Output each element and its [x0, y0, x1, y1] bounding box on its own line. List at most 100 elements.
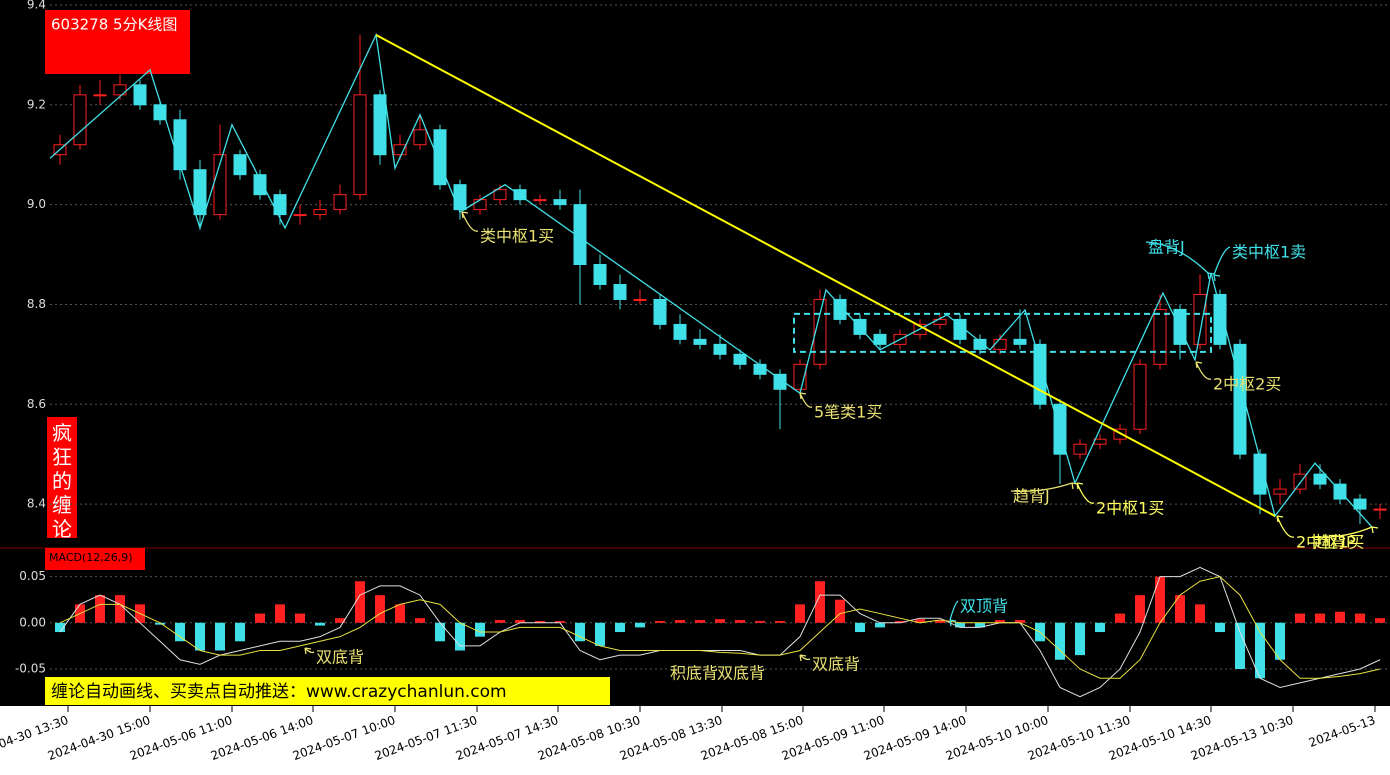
annotation-arrow: [1195, 361, 1212, 380]
candle-body: [873, 333, 887, 345]
y-tick-label: 9.4: [27, 0, 46, 11]
candle-body: [1153, 308, 1167, 365]
chart-title: 603278 5分K线图: [51, 16, 177, 34]
y-tick-label: 8.6: [27, 397, 46, 411]
candle-body: [1213, 293, 1227, 345]
annotation-arrow: [461, 211, 479, 232]
candle-body: [573, 204, 587, 266]
annotation-arrow: [1076, 482, 1095, 504]
annotation-arrow: [304, 647, 315, 655]
y-tick-label: 8.8: [27, 297, 46, 311]
candle-body: [753, 363, 767, 375]
candle-body: [1373, 508, 1387, 511]
candle-body: [133, 84, 147, 106]
candle-body: [1073, 443, 1087, 455]
annotation: 双底背: [812, 655, 860, 674]
candle-body: [1013, 338, 1027, 345]
candle-body: [733, 353, 747, 365]
candle-body: [1273, 488, 1287, 495]
candle-body: [333, 194, 347, 211]
y-tick-label: 9.0: [27, 197, 46, 211]
annotation: 2中枢1买: [1096, 499, 1164, 518]
candle-body: [593, 264, 607, 285]
annotation-arrow: [1145, 241, 1215, 280]
macd-line: [59, 566, 1381, 698]
annotation: 双底背: [717, 664, 765, 683]
x-tick-label: 2024-05-13: [1307, 713, 1377, 750]
candle-body: [993, 338, 1007, 350]
stroke-line: [49, 32, 1373, 528]
annotation-arrow: [1311, 526, 1379, 538]
candle-body: [233, 154, 247, 176]
candle-body: [613, 283, 627, 300]
title-box: [45, 10, 190, 74]
trend-line: [375, 34, 1276, 517]
candle-body: [633, 298, 647, 301]
annotation-arrow: [799, 392, 813, 408]
annotation-arrow: [949, 600, 959, 627]
candle-body: [553, 199, 567, 206]
candle-body: [293, 214, 307, 217]
candle-body: [473, 199, 487, 211]
banner: 缠论自动画线、买卖点自动推送：www.crazychanlun.com: [51, 682, 507, 702]
annotation: 趋背P: [1314, 533, 1356, 552]
candle-body: [153, 104, 167, 121]
candle-body: [653, 298, 667, 325]
pivot-box: [793, 312, 1212, 353]
side-label: 疯狂的缠论: [52, 421, 72, 541]
annotation: 5笔类1买: [814, 403, 882, 422]
candle-body: [693, 338, 707, 345]
annotation: 双底背: [316, 648, 364, 667]
candle-body: [953, 318, 967, 340]
candle-body: [673, 323, 687, 340]
candle-body: [1133, 363, 1147, 430]
candle-body: [1313, 473, 1327, 485]
annotation-arrow: [1213, 246, 1231, 282]
y-tick-label: 0.00: [19, 615, 46, 629]
candle-body: [1093, 438, 1107, 445]
candle-body: [273, 194, 287, 216]
annotation-arrow: [799, 654, 811, 662]
candle-body: [713, 343, 727, 355]
annotation: 盘背J: [1148, 238, 1185, 257]
annotation: 类中枢1买: [480, 227, 554, 246]
side-label-box: [47, 417, 77, 538]
candle-body: [413, 129, 427, 146]
annotation: 类中枢1卖: [1232, 243, 1306, 262]
candle-body: [1353, 498, 1367, 510]
candle-body: [253, 174, 267, 196]
annotation: 双顶背: [960, 597, 1008, 616]
macd-line: [59, 576, 1381, 679]
candle-body: [453, 184, 467, 211]
candle-body: [93, 94, 107, 97]
banner-box: [45, 677, 610, 705]
y-tick-label: 0.05: [19, 569, 46, 583]
macd-title: MACD(12,26,9): [49, 551, 133, 564]
candle-body: [73, 94, 87, 146]
candle-body: [113, 84, 127, 96]
macd-title-box: [45, 548, 145, 570]
candle-body: [173, 119, 187, 171]
candle-body: [973, 338, 987, 350]
candle-body: [393, 144, 407, 156]
candle-body: [813, 298, 827, 365]
candle-body: [773, 373, 787, 390]
candle-body: [373, 94, 387, 156]
candle-body: [533, 199, 547, 202]
candle-body: [1293, 473, 1307, 490]
candle-body: [353, 94, 367, 196]
candle-body: [313, 209, 327, 216]
annotation: 积底背: [670, 664, 718, 683]
y-tick-label: -0.05: [15, 661, 46, 675]
annotation: 2中枢2买: [1213, 375, 1281, 394]
y-tick-label: 9.2: [27, 97, 46, 111]
annotation-arrow: [1276, 515, 1295, 538]
candle-body: [193, 169, 207, 216]
candle-body: [433, 129, 447, 186]
candle-body: [1253, 453, 1267, 495]
candle-body: [493, 189, 507, 201]
candle-body: [1193, 293, 1207, 345]
annotation: 趋背J: [1013, 487, 1050, 506]
y-tick-label: 8.4: [27, 497, 46, 511]
